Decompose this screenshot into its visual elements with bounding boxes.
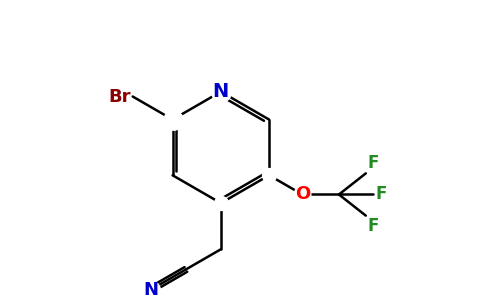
Text: F: F — [376, 185, 387, 203]
Text: N: N — [143, 280, 158, 298]
Text: F: F — [368, 217, 379, 235]
Text: O: O — [295, 185, 310, 203]
Text: N: N — [213, 82, 229, 101]
Text: F: F — [368, 154, 379, 172]
Text: Br: Br — [108, 88, 131, 106]
